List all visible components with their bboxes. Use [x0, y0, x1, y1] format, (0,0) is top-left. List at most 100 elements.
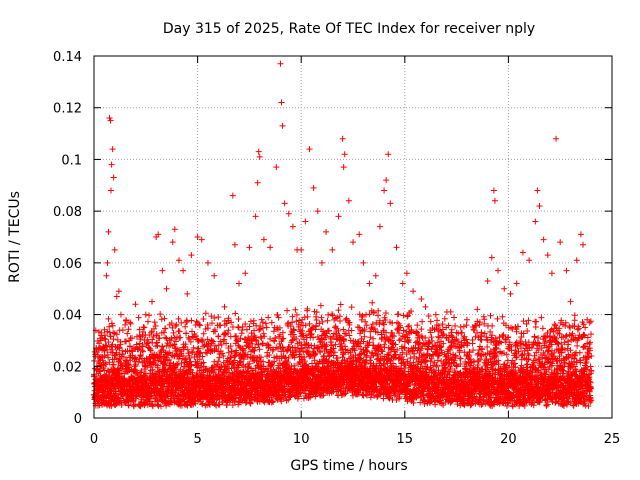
data-point	[121, 353, 128, 360]
data-point	[249, 340, 256, 347]
data-point	[188, 317, 195, 324]
data-point	[175, 356, 182, 363]
data-point	[237, 335, 244, 342]
data-point	[148, 392, 155, 399]
data-point	[348, 304, 355, 311]
data-point	[234, 338, 241, 345]
data-point	[105, 354, 112, 361]
data-point	[262, 320, 269, 327]
data-point	[125, 326, 132, 333]
data-point	[370, 335, 377, 342]
data-point	[463, 322, 470, 329]
data-point	[229, 323, 236, 330]
data-point	[138, 367, 145, 374]
data-point	[263, 324, 270, 331]
data-point	[376, 321, 383, 328]
data-point	[195, 345, 202, 352]
data-point	[202, 310, 209, 317]
data-point	[140, 324, 147, 331]
data-point	[192, 400, 199, 407]
data-point	[242, 320, 249, 327]
data-point	[460, 323, 467, 330]
data-point	[141, 324, 148, 331]
data-point	[103, 360, 110, 367]
data-point	[167, 398, 174, 405]
data-point	[154, 401, 161, 408]
data-point	[211, 315, 218, 322]
data-point	[135, 314, 142, 321]
data-point	[216, 351, 223, 358]
data-point	[148, 329, 155, 336]
data-point	[152, 378, 159, 385]
data-point	[284, 307, 291, 314]
data-point	[395, 311, 402, 318]
data-point	[182, 341, 189, 348]
data-point	[424, 346, 431, 353]
data-point	[101, 332, 108, 339]
data-point	[135, 358, 142, 365]
data-point	[220, 352, 227, 359]
data-point	[106, 323, 113, 330]
data-point	[166, 349, 173, 356]
data-point	[173, 321, 180, 328]
data-point	[136, 326, 143, 333]
data-point	[154, 362, 161, 369]
data-point	[176, 328, 183, 335]
data-point	[211, 342, 218, 349]
data-point	[180, 352, 187, 359]
data-point	[419, 318, 426, 325]
data-point	[247, 400, 254, 407]
data-point	[324, 317, 331, 324]
data-point	[256, 398, 263, 405]
data-point	[268, 319, 275, 326]
data-point	[133, 341, 140, 348]
data-point	[196, 356, 203, 363]
data-point	[222, 330, 229, 337]
data-point	[451, 314, 458, 321]
data-point	[304, 313, 311, 320]
data-point	[174, 361, 181, 368]
data-point	[113, 331, 120, 338]
data-point	[184, 369, 191, 376]
data-point	[110, 336, 117, 343]
data-point	[119, 365, 125, 372]
data-point	[188, 402, 195, 409]
data-point	[231, 357, 238, 364]
data-point	[162, 334, 169, 341]
data-point	[359, 312, 366, 319]
data-point	[200, 316, 207, 323]
data-points	[90, 60, 595, 410]
data-point	[157, 311, 164, 318]
data-point	[211, 358, 218, 365]
data-point	[151, 357, 158, 364]
data-point	[471, 359, 478, 366]
data-point	[252, 365, 259, 372]
data-point	[196, 321, 203, 328]
data-point	[187, 338, 194, 345]
data-point	[317, 302, 324, 309]
data-point	[161, 315, 168, 322]
data-point	[325, 311, 332, 318]
data-point	[225, 349, 232, 356]
data-point	[250, 327, 257, 334]
data-point	[181, 380, 188, 387]
data-point	[231, 353, 238, 360]
data-point	[177, 334, 184, 341]
data-point	[199, 337, 206, 344]
data-point	[232, 310, 239, 317]
data-point	[127, 319, 134, 326]
data-point	[197, 349, 204, 356]
data-point	[123, 338, 130, 345]
data-point	[228, 348, 235, 355]
data-point	[173, 351, 180, 358]
data-point	[162, 325, 169, 332]
data-point	[137, 352, 144, 359]
data-point	[151, 319, 158, 326]
data-point	[127, 343, 134, 350]
data-point	[192, 333, 199, 340]
data-point	[275, 314, 282, 321]
data-point	[240, 347, 247, 354]
data-point	[414, 322, 421, 329]
data-point	[448, 326, 455, 333]
